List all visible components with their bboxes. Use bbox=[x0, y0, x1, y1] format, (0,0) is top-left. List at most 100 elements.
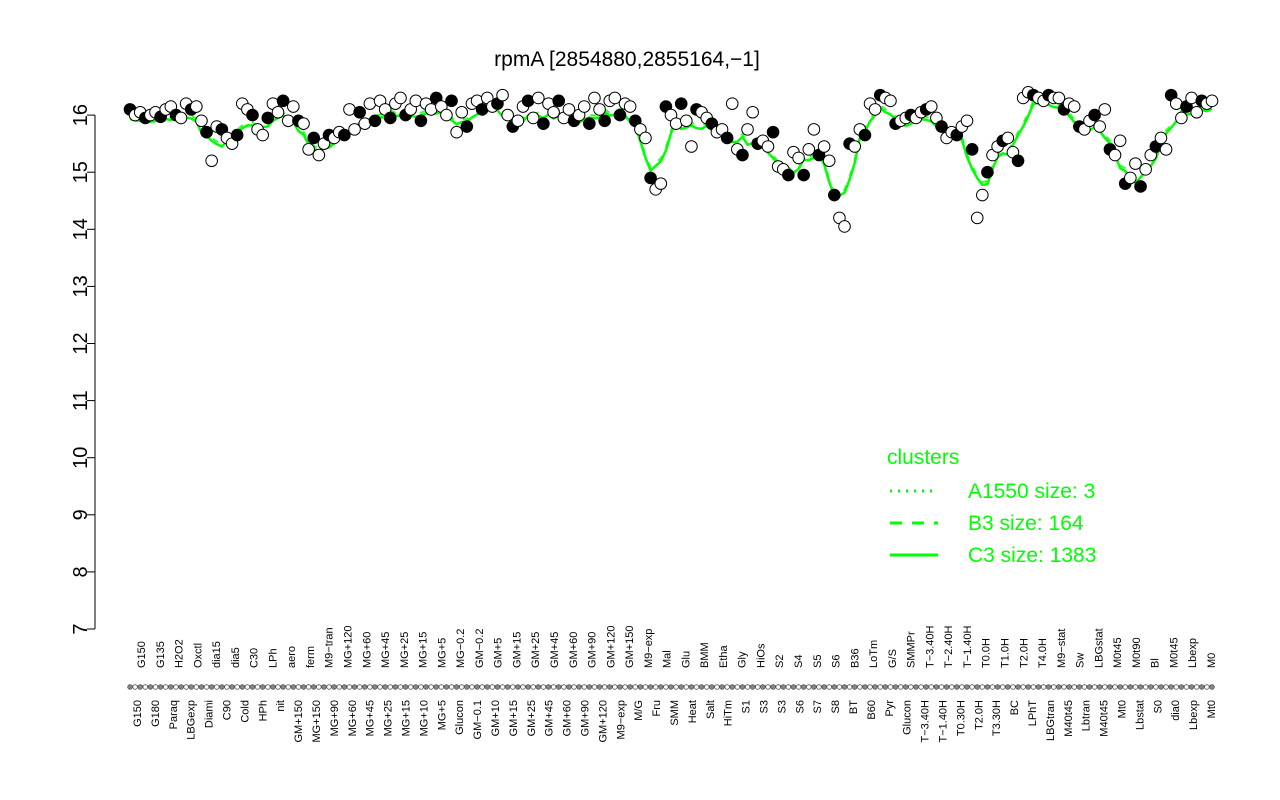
data-point bbox=[736, 148, 749, 162]
data-point bbox=[312, 148, 326, 162]
x-tick-label-top: Gly bbox=[737, 651, 749, 668]
x-tick-mark bbox=[1137, 684, 1144, 690]
data-point bbox=[450, 125, 463, 139]
x-tick-label-bottom: nit bbox=[275, 700, 287, 712]
x-tick-label-bottom: S1 bbox=[741, 700, 753, 713]
x-tick-label-top: M0t90 bbox=[1131, 637, 1143, 668]
data-point bbox=[792, 151, 805, 165]
x-tick-label-bottom: B60 bbox=[866, 700, 878, 720]
x-tick-mark bbox=[183, 684, 189, 690]
x-tick-mark bbox=[949, 684, 955, 690]
x-tick-label-top: T1.0H bbox=[1000, 638, 1012, 668]
data-point bbox=[297, 117, 310, 130]
x-tick-mark bbox=[346, 684, 353, 690]
x-tick-mark bbox=[1066, 684, 1072, 690]
x-tick-label-bottom: LBGtran bbox=[1045, 700, 1057, 741]
x-tick-mark bbox=[867, 684, 873, 690]
y-tick-label: 12 bbox=[70, 332, 92, 354]
x-tick-label-bottom: LPhT bbox=[1027, 700, 1039, 727]
y-tick-label: 14 bbox=[70, 218, 92, 240]
data-point bbox=[552, 94, 566, 108]
x-tick-mark bbox=[760, 684, 766, 690]
data-point bbox=[965, 143, 979, 156]
x-tick-mark bbox=[974, 684, 980, 690]
x-tick-mark bbox=[305, 684, 312, 690]
data-point bbox=[1139, 163, 1152, 176]
data-point bbox=[230, 128, 244, 142]
x-tick-label-bottom: Lbstat bbox=[1134, 700, 1146, 730]
x-tick-label-top: GM+90 bbox=[587, 632, 599, 668]
x-tick-mark bbox=[321, 684, 327, 690]
x-tick-label-bottom: Diami bbox=[204, 700, 216, 728]
x-tick-mark bbox=[219, 684, 225, 690]
data-point bbox=[276, 94, 290, 108]
data-point bbox=[200, 125, 213, 139]
data-point bbox=[307, 131, 321, 145]
x-tick-mark bbox=[1199, 684, 1205, 690]
x-tick-mark bbox=[811, 684, 817, 690]
x-tick-mark bbox=[356, 684, 363, 690]
x-tick-mark bbox=[775, 684, 781, 690]
x-tick-label-top: M0t45 bbox=[1168, 637, 1180, 668]
x-tick-mark bbox=[311, 684, 317, 690]
data-point bbox=[680, 114, 693, 128]
x-tick-label-bottom: S7 bbox=[812, 700, 824, 713]
x-tick-label-bottom: Salt bbox=[705, 700, 717, 719]
data-point bbox=[195, 114, 208, 128]
x-tick-mark bbox=[423, 684, 429, 690]
x-tick-label-top: M9−exp bbox=[643, 629, 655, 668]
x-tick-mark bbox=[535, 684, 542, 690]
x-tick-mark bbox=[617, 684, 623, 690]
x-tick-mark bbox=[908, 684, 914, 690]
x-tick-mark bbox=[1081, 684, 1088, 690]
x-tick-label-top: T−2.40H bbox=[943, 625, 955, 668]
x-tick-mark bbox=[591, 684, 598, 690]
x-tick-label-bottom: S8 bbox=[830, 700, 842, 713]
x-tick-label-bottom: Pyr bbox=[884, 700, 896, 717]
x-tick-label-bottom: C90 bbox=[222, 700, 234, 720]
x-tick-mark bbox=[663, 684, 669, 690]
y-tick-label: 11 bbox=[70, 390, 92, 411]
x-tick-label-bottom: MG+150 bbox=[311, 700, 323, 743]
data-point bbox=[1113, 134, 1127, 148]
x-tick-mark bbox=[520, 684, 526, 690]
x-tick-mark bbox=[285, 684, 291, 690]
data-point bbox=[935, 120, 948, 133]
data-point bbox=[674, 97, 688, 110]
x-tick-label-bottom: MG+60 bbox=[347, 700, 359, 736]
x-tick-label-top: C30 bbox=[249, 648, 261, 668]
x-tick-label-bottom: S3 bbox=[759, 700, 771, 713]
x-tick-label-top: GM+15 bbox=[511, 632, 523, 668]
x-tick-mark bbox=[402, 684, 409, 690]
x-tick-label-top: G/S bbox=[887, 649, 899, 668]
data-point bbox=[414, 114, 428, 128]
data-point bbox=[583, 117, 596, 130]
x-tick-mark bbox=[1107, 684, 1113, 690]
x-tick-mark bbox=[923, 684, 929, 690]
x-tick-label-top: S6 bbox=[831, 655, 843, 668]
x-tick-mark bbox=[994, 684, 1001, 690]
data-point bbox=[577, 100, 591, 113]
x-tick-mark bbox=[300, 684, 307, 690]
x-tick-mark bbox=[841, 684, 848, 690]
x-tick-mark bbox=[163, 684, 169, 690]
data-point bbox=[1067, 100, 1081, 113]
x-tick-mark bbox=[377, 684, 383, 690]
x-tick-mark bbox=[1148, 684, 1154, 690]
x-tick-mark bbox=[1112, 684, 1118, 690]
y-axis: 7 8 9 10 11 12 13 14 15 16 bbox=[70, 104, 96, 635]
legend-label: C3 size: 1383 bbox=[968, 544, 1096, 567]
x-tick-mark bbox=[157, 684, 164, 690]
x-tick-mark bbox=[239, 684, 245, 690]
data-points bbox=[123, 85, 1219, 233]
data-point bbox=[848, 140, 862, 153]
x-tick-mark bbox=[1005, 684, 1011, 690]
x-tick-label-bottom: Glucon bbox=[902, 700, 914, 735]
x-tick-mark bbox=[556, 684, 562, 690]
x-tick-label-bottom: Mt0 bbox=[1206, 700, 1218, 718]
x-tick-label-top: GM−0.2 bbox=[474, 629, 486, 668]
x-tick-mark bbox=[1153, 684, 1159, 690]
x-tick-mark bbox=[178, 684, 184, 690]
x-tick-label-top: T−1.40H bbox=[962, 625, 974, 668]
legend-label: B3 size: 164 bbox=[968, 512, 1084, 535]
